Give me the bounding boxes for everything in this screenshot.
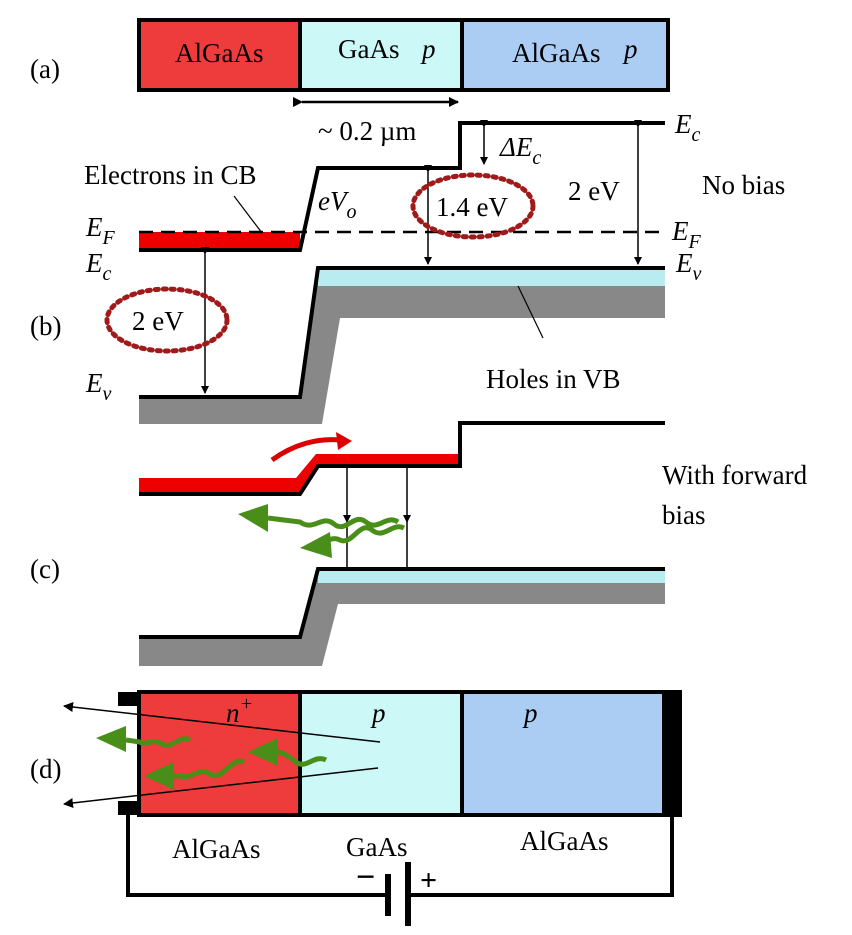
- p-label-gaas-d: p: [370, 698, 386, 728]
- layer-mid-doping-a: p: [420, 34, 436, 64]
- layer-right-material-a: AlGaAs: [512, 38, 601, 68]
- forward-bias-label-1: With forward: [662, 460, 808, 490]
- panel-label-d: (d): [30, 754, 61, 784]
- layer-stack-a: [137, 18, 670, 92]
- wavy-arrow-icon: [144, 758, 246, 790]
- material-label-right-d: AlGaAs: [520, 826, 609, 856]
- valence-band-c: [139, 567, 665, 639]
- gap-ellipse-mid: [410, 172, 536, 240]
- holes-region-b: [318, 268, 665, 286]
- circuit-wire-left: [126, 815, 388, 897]
- layer-mid-material-a: GaAs: [338, 34, 400, 64]
- layer-right-doping-a: p: [622, 34, 638, 64]
- holes-leader: [517, 285, 544, 339]
- layer-algaas-left-a: [139, 20, 300, 90]
- layer-algaas-p-d: [462, 692, 662, 815]
- ev-right-label: Ev: [675, 248, 702, 285]
- wavy-arrow-icon: [238, 504, 400, 532]
- battery-icon: [385, 862, 411, 926]
- p-label-algaas-d: p: [522, 698, 538, 728]
- material-label-mid-d: GaAs: [346, 832, 408, 862]
- valence-substrate-c: [139, 569, 665, 666]
- layer-left-material-a: AlGaAs: [175, 38, 264, 68]
- panel-label-a: (a): [30, 54, 60, 84]
- device-structure-d: [118, 690, 682, 817]
- electrons-region-b: [139, 232, 300, 250]
- gap-left-label: 2 eV: [132, 306, 184, 336]
- electrons-leader: [233, 195, 263, 234]
- valence-substrate-b: [139, 268, 665, 424]
- battery-minus-label: −: [356, 859, 375, 896]
- emission-line-top: [63, 702, 381, 743]
- layer-gaas-a: [300, 20, 462, 90]
- layer-algaas-right-a: [462, 20, 668, 90]
- forward-bias-label-2: bias: [662, 500, 706, 530]
- left-contact-top: [118, 692, 139, 706]
- evo-label: eVo: [318, 186, 356, 223]
- gap-ellipse-left: [104, 286, 230, 354]
- valence-band-b: [139, 266, 665, 399]
- gap-right-label: 2 eV: [568, 176, 620, 206]
- emission-line-bottom: [63, 767, 379, 808]
- n-plus-label: n+: [226, 693, 253, 728]
- conduction-band-b: [139, 121, 665, 252]
- curved-arrow-icon: [270, 432, 352, 463]
- circuit-wire-right: [408, 815, 674, 897]
- ef-left-label: EF: [85, 212, 116, 249]
- electrons-region-c: [139, 454, 460, 494]
- delta-ec-label: ΔEc: [499, 132, 541, 169]
- battery-plus-label: +: [420, 864, 437, 897]
- gap-mid-label: 1.4 eV: [436, 192, 508, 222]
- no-bias-label: No bias: [702, 170, 785, 200]
- ef-right-label: EF: [671, 216, 702, 253]
- electrons-in-cb-label: Electrons in CB: [84, 160, 256, 190]
- holes-in-vb-label: Holes in VB: [486, 364, 621, 394]
- ec-left-label: Ec: [85, 248, 112, 285]
- wavy-arrow-icon: [300, 524, 406, 558]
- wavy-arrow-icon: [96, 726, 192, 752]
- ev-left-label: Ev: [85, 368, 112, 405]
- conduction-band-c: [139, 421, 665, 496]
- material-label-left-d: AlGaAs: [172, 834, 261, 864]
- layer-gaas-p-d: [300, 692, 462, 815]
- dimension-label: ~ 0.2 µm: [318, 116, 416, 146]
- holes-region-c: [318, 569, 665, 583]
- panel-label-c: (c): [30, 554, 60, 584]
- left-contact-bottom: [118, 801, 139, 815]
- wavy-arrow-icon: [248, 738, 328, 767]
- ec-right-label: Ec: [674, 109, 701, 146]
- right-contact: [662, 692, 680, 815]
- panel-label-b: (b): [30, 311, 61, 341]
